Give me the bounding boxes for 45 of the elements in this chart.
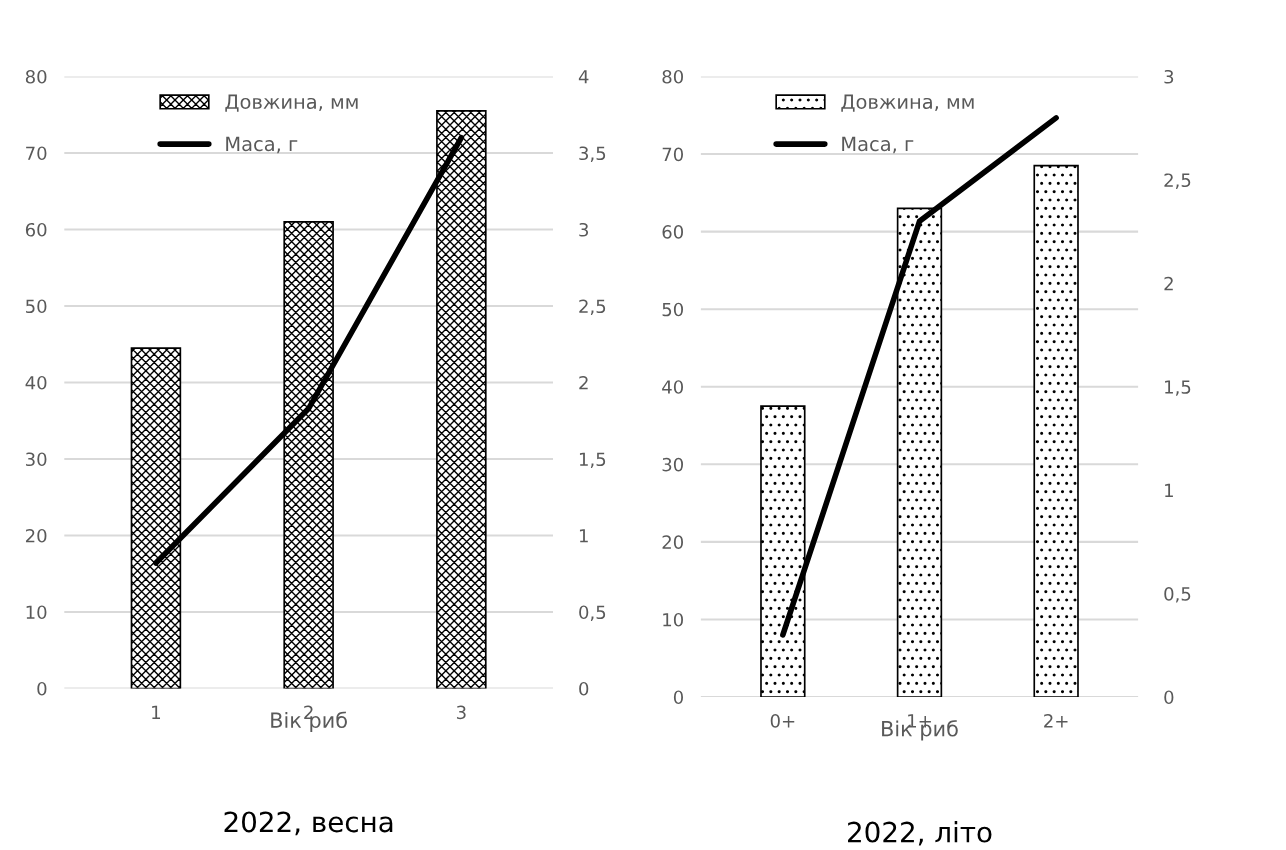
y-tick-label: 10 [26,605,47,620]
legend-label: Довжина, мм [841,94,974,112]
y-tick-label: 30 [26,452,47,467]
x-tick-label: 1 [152,705,160,719]
y2-tick-label: 2 [579,375,588,390]
y2-tick-label: 0,5 [579,605,606,621]
y2-tick-label: 2 [1164,276,1173,291]
y-tick-label: 60 [25,222,47,237]
legend-label: Маса, г [842,136,914,154]
y-tick-label: 20 [25,528,47,543]
x-tick-label: 0+ [770,713,795,728]
y2-tick-label: 0 [579,681,589,696]
y-tick-label: 20 [662,535,683,549]
y2-tick-label: 3,5 [579,146,606,162]
y-tick-label: 40 [25,375,47,390]
y2-tick-label: 1,5 [579,452,606,468]
y-tick-label: 50 [662,302,683,317]
y2-tick-label: 1 [1165,483,1173,498]
y-tick-label: 0 [673,690,683,705]
legend-label: Маса, г [226,136,298,154]
y-tick-label: 60 [662,225,683,239]
legend-label: Довжина, мм [225,94,358,112]
y2-tick-label: 0 [1164,690,1174,705]
y-tick-label: 80 [662,69,683,84]
y-tick-label: 40 [662,380,683,394]
y-tick-label: 50 [26,299,47,314]
x-tick-label: 3 [456,705,466,720]
y2-tick-label: 1,5 [1165,380,1191,396]
y2-tick-label: 0,5 [1164,587,1191,603]
y2-tick-label: 4 [578,70,589,84]
y2-tick-label: 2,5 [1164,173,1191,189]
x-tick-label: 2+ [1044,713,1068,728]
y-tick-label: 80 [25,69,47,84]
y2-tick-label: 3 [579,222,589,237]
y-tick-label: 0 [37,681,47,696]
y2-tick-label: 1 [579,529,588,543]
text: 2022, літо [848,821,992,846]
y-tick-label: 30 [662,457,683,472]
y-tick-label: 70 [662,147,683,162]
y2-tick-label: 3 [1164,69,1174,84]
bar [1033,164,1079,697]
y-tick-label: 70 [26,146,47,161]
y2-tick-label: 2,5 [579,299,606,315]
text: 2022, весна [224,811,393,836]
y-tick-label: 10 [663,612,683,627]
